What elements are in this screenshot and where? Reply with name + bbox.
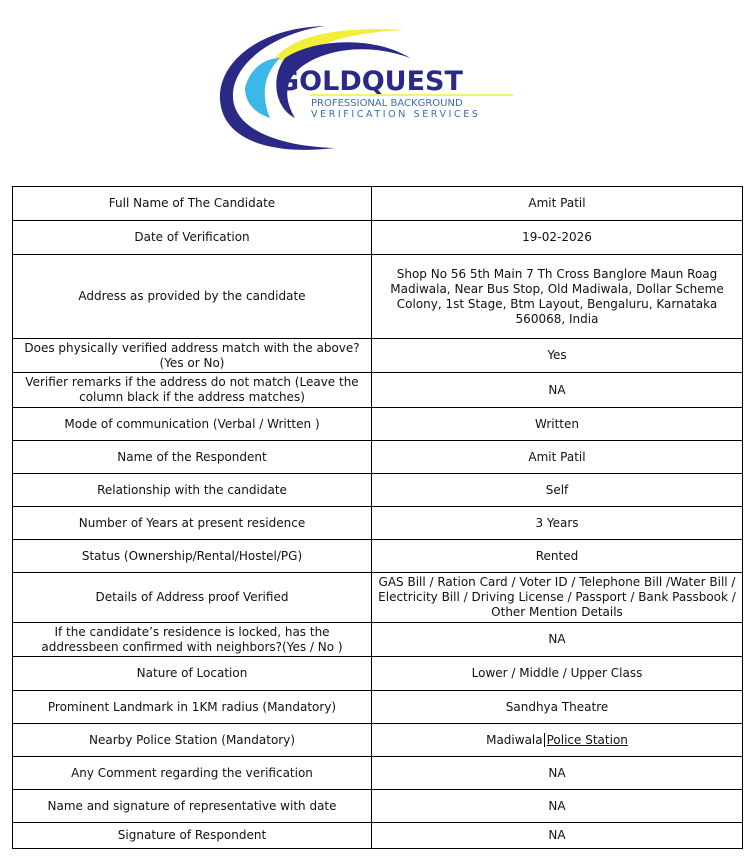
field-label: Status (Ownership/Rental/Hostel/PG) [12, 539, 372, 573]
field-label: If the candidate’s residence is locked, … [12, 622, 372, 657]
field-value: Written [371, 407, 743, 441]
field-label: Name of the Respondent [12, 440, 372, 474]
svg-text:VERIFICATION SERVICES: VERIFICATION SERVICES [311, 109, 480, 120]
field-value: Rented [371, 539, 743, 573]
field-label: Details of Address proof Verified [12, 572, 372, 623]
field-label: Nearby Police Station (Mandatory) [12, 723, 372, 757]
field-value: Sandhya Theatre [371, 690, 743, 724]
table-row: Nearby Police Station (Mandatory) Madiwal… [12, 723, 743, 757]
table-row: Relationship with the candidate Self [12, 473, 743, 507]
table-row: Any Comment regarding the verification NA [12, 756, 743, 790]
field-label: Nature of Location [12, 656, 372, 691]
svg-text:GOLDQUEST: GOLDQUEST [277, 66, 463, 97]
table-row: Mode of communication (Verbal / Written … [12, 407, 743, 441]
field-label: Verifier remarks if the address do not m… [12, 372, 372, 408]
field-label: Full Name of The Candidate [12, 186, 372, 221]
field-value: 3 Years [371, 506, 743, 540]
table-row: Nature of Location Lower / Middle / Upper… [12, 656, 743, 691]
field-label: Address as provided by the candidate [12, 254, 372, 339]
field-label: Does physically verified address match w… [12, 338, 372, 373]
table-row: Name of the Respondent Amit Patil [12, 440, 743, 474]
field-label: Date of Verification [12, 220, 372, 255]
table-row: Number of Years at present residence 3 Ye… [12, 506, 743, 540]
table-row: Date of Verification 19-02-2026 [12, 220, 743, 255]
field-label: Number of Years at present residence [12, 506, 372, 540]
field-label: Signature of Respondent [12, 822, 372, 849]
field-value: Madiwala Police Station [371, 723, 743, 757]
police-station-name: Madiwala [486, 732, 543, 747]
field-value: NA [371, 622, 743, 657]
field-value: Amit Patil [371, 440, 743, 474]
field-value: NA [371, 756, 743, 790]
field-value: GAS Bill / Ration Card / Voter ID / Tele… [371, 572, 743, 623]
table-row: Signature of Respondent NA [12, 822, 743, 849]
field-value: NA [371, 372, 743, 408]
field-value: Self [371, 473, 743, 507]
table-row: Prominent Landmark in 1KM radius (Mandat… [12, 690, 743, 724]
table-row: Does physically verified address match w… [12, 338, 743, 373]
field-value: Lower / Middle / Upper Class [371, 656, 743, 691]
field-label: Name and signature of representative wit… [12, 789, 372, 823]
table-row: Name and signature of representative wit… [12, 789, 743, 823]
goldquest-logo: GOLDQUEST PROFESSIONAL BACKGROUND VERIFI… [219, 26, 513, 150]
table-row: Verifier remarks if the address do not m… [12, 372, 743, 408]
field-label: Any Comment regarding the verification [12, 756, 372, 790]
field-label: Mode of communication (Verbal / Written … [12, 407, 372, 441]
field-label: Prominent Landmark in 1KM radius (Mandat… [12, 690, 372, 724]
field-value: Yes [371, 338, 743, 373]
field-value: NA [371, 789, 743, 823]
table-row: Details of Address proof Verified GAS Bil… [12, 572, 743, 623]
field-label: Relationship with the candidate [12, 473, 372, 507]
table-row: Full Name of The Candidate Amit Patil [12, 186, 743, 221]
police-station-suffix: Police Station [543, 732, 628, 747]
field-value: Shop No 56 5th Main 7 Th Cross Banglore … [371, 254, 743, 339]
table-row: Status (Ownership/Rental/Hostel/PG) Rente… [12, 539, 743, 573]
svg-text:PROFESSIONAL BACKGROUND: PROFESSIONAL BACKGROUND [311, 98, 463, 109]
table-row: Address as provided by the candidate Shop… [12, 254, 743, 339]
table-row: If the candidate’s residence is locked, … [12, 622, 743, 657]
field-value: 19-02-2026 [371, 220, 743, 255]
verification-table: Full Name of The Candidate Amit Patil Date… [12, 186, 743, 849]
field-value: NA [371, 822, 743, 849]
field-value: Amit Patil [371, 186, 743, 221]
